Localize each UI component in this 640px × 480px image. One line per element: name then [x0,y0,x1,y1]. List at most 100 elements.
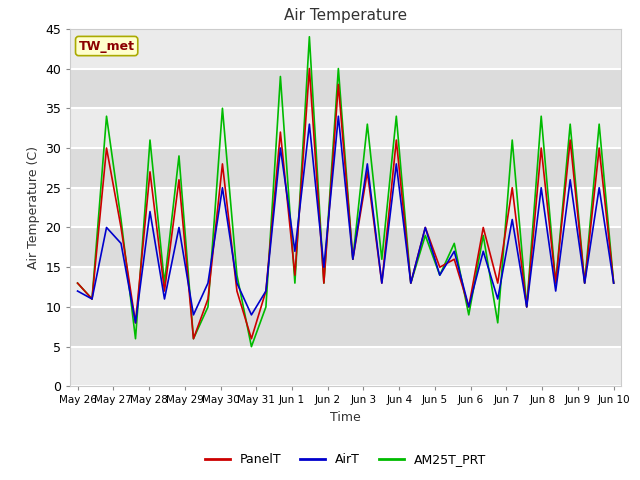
AirT [117,240,125,246]
X-axis label: Time: Time [330,411,361,424]
AM25T_PRT [175,153,183,159]
PanelT [494,280,502,286]
AirT [189,312,197,318]
AirT [407,280,415,286]
PanelT [248,336,255,342]
AM25T_PRT [523,304,531,310]
AM25T_PRT [465,312,472,318]
AirT [378,280,386,286]
PanelT [88,296,96,302]
PanelT [465,304,472,310]
AirT [566,177,574,183]
AM25T_PRT [392,113,400,119]
AM25T_PRT [219,106,227,111]
AM25T_PRT [451,240,458,246]
AirT [262,288,269,294]
AM25T_PRT [349,256,356,262]
AM25T_PRT [233,272,241,278]
AirT [204,280,212,286]
AirT [74,288,81,294]
Bar [70,29,621,69]
AM25T_PRT [132,336,140,342]
PanelT [233,288,241,294]
PanelT [392,137,400,143]
PanelT [422,225,429,230]
AM25T_PRT [88,296,96,302]
AirT [508,216,516,222]
AirT [175,225,183,230]
AirT [479,249,487,254]
AM25T_PRT [335,66,342,72]
AirT [436,272,444,278]
Bar [70,307,621,347]
Line: PanelT: PanelT [77,69,614,339]
AirT [494,296,502,302]
AM25T_PRT [436,272,444,278]
AM25T_PRT [364,121,371,127]
PanelT [189,336,197,342]
AirT [102,225,110,230]
AM25T_PRT [291,280,299,286]
AirT [349,256,356,262]
AM25T_PRT [305,34,313,40]
PanelT [595,145,603,151]
PanelT [436,264,444,270]
Title: Air Temperature: Air Temperature [284,9,407,24]
PanelT [349,256,356,262]
AirT [392,161,400,167]
Y-axis label: Air Temperature (C): Air Temperature (C) [27,146,40,269]
PanelT [320,280,328,286]
PanelT [566,137,574,143]
AirT [132,320,140,326]
PanelT [276,129,284,135]
AM25T_PRT [262,304,269,310]
AirT [465,304,472,310]
AM25T_PRT [204,304,212,310]
AirT [146,209,154,215]
PanelT [508,185,516,191]
AirT [422,225,429,230]
AM25T_PRT [422,232,429,238]
AM25T_PRT [581,280,589,286]
AirT [610,280,618,286]
AirT [291,249,299,254]
AirT [538,185,545,191]
AM25T_PRT [566,121,574,127]
AM25T_PRT [161,280,168,286]
PanelT [523,304,531,310]
PanelT [102,145,110,151]
Bar [70,347,621,386]
PanelT [117,225,125,230]
AirT [581,280,589,286]
AM25T_PRT [407,280,415,286]
PanelT [262,288,269,294]
AM25T_PRT [74,280,81,286]
AirT [233,280,241,286]
Bar [70,108,621,148]
PanelT [335,82,342,87]
AM25T_PRT [479,232,487,238]
PanelT [161,288,168,294]
AirT [305,121,313,127]
AM25T_PRT [276,73,284,79]
AM25T_PRT [508,137,516,143]
AM25T_PRT [494,320,502,326]
AM25T_PRT [320,280,328,286]
Bar [70,69,621,108]
PanelT [364,169,371,175]
Bar [70,188,621,228]
PanelT [204,296,212,302]
AM25T_PRT [610,280,618,286]
AM25T_PRT [378,256,386,262]
PanelT [378,280,386,286]
PanelT [610,280,618,286]
PanelT [146,169,154,175]
Legend: PanelT, AirT, AM25T_PRT: PanelT, AirT, AM25T_PRT [200,448,492,471]
AirT [276,145,284,151]
AM25T_PRT [117,216,125,222]
PanelT [219,161,227,167]
AirT [219,185,227,191]
Text: TW_met: TW_met [79,39,134,52]
AirT [161,296,168,302]
PanelT [407,280,415,286]
